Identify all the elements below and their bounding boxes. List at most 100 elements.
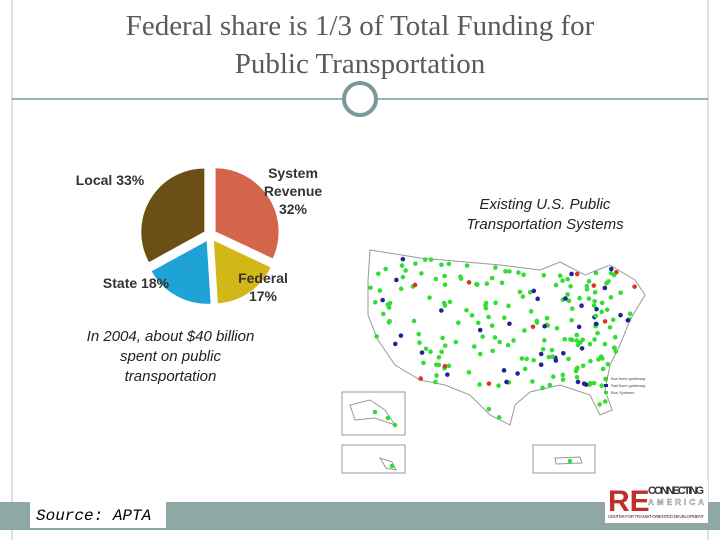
transit-dot <box>575 365 580 371</box>
transit-dot <box>602 285 608 291</box>
pie-label: System Revenue 32% <box>253 164 333 218</box>
transit-dot <box>377 288 383 293</box>
transit-dot <box>505 342 511 348</box>
category: Federal <box>238 270 288 286</box>
transit-dot <box>496 415 502 420</box>
transit-dot <box>593 313 599 319</box>
transit-dot <box>599 383 604 388</box>
value-label: 32% <box>278 201 308 217</box>
transit-dot <box>603 376 608 382</box>
transit-dot <box>530 324 536 330</box>
transit-dot <box>602 399 608 404</box>
transit-dot <box>557 273 563 279</box>
logo-word: CONNECTING <box>648 485 704 497</box>
transit-dot <box>567 458 573 464</box>
transit-dot <box>540 385 545 391</box>
transit-dot <box>421 360 426 366</box>
transit-dot <box>575 379 581 385</box>
transit-dot <box>439 308 444 313</box>
transit-dot <box>493 265 498 270</box>
transit-dot <box>524 356 530 362</box>
transit-dot <box>591 283 597 288</box>
transit-dot <box>534 320 540 325</box>
transit-dot <box>593 321 599 327</box>
transit-dot <box>477 382 482 387</box>
transit-dot <box>478 351 483 357</box>
transit-dot <box>490 348 495 354</box>
transit-dot <box>477 327 483 333</box>
pie-slice <box>212 239 272 305</box>
transit-dot <box>587 341 593 347</box>
transit-dot <box>456 320 461 326</box>
transit-dot <box>423 346 429 352</box>
transit-dot <box>453 339 459 345</box>
value-label: 33% <box>116 172 145 188</box>
transit-dot <box>483 300 489 306</box>
transit-dot <box>592 290 598 295</box>
caption: In 2004, about $40 billion spent on publ… <box>86 328 255 385</box>
transit-dot <box>520 294 526 299</box>
transit-dot <box>385 302 391 307</box>
transit-dot <box>466 370 472 375</box>
transit-dot <box>574 374 580 380</box>
transit-dot <box>569 337 575 343</box>
transit-dot <box>496 383 501 389</box>
transit-dot <box>530 379 535 384</box>
transit-dot <box>368 285 373 291</box>
transit-dot <box>372 299 378 305</box>
transit-dot <box>372 409 378 415</box>
transit-dot <box>535 296 540 302</box>
transit-dot <box>560 372 566 378</box>
transit-dot <box>428 257 434 262</box>
pie-label: Local 33% <box>60 171 160 189</box>
transit-dot <box>574 338 580 343</box>
transit-dot <box>486 406 492 412</box>
title-line: Federal share is 1/3 of Total Funding fo… <box>125 10 595 42</box>
map-title: Existing U.S. Public <box>479 196 611 213</box>
transit-dot <box>597 402 602 407</box>
transit-dot <box>486 314 491 320</box>
legend-key <box>604 391 608 394</box>
transit-dot <box>400 256 406 262</box>
transit-dot <box>594 306 599 312</box>
transit-dot <box>385 415 391 421</box>
transit-dot <box>469 313 475 318</box>
transit-dot <box>400 274 406 280</box>
map: Bus fixed guideway Rail fixed guideway B… <box>341 249 646 474</box>
transit-dot <box>416 331 421 337</box>
transit-dot <box>476 320 481 326</box>
transit-dot <box>516 270 521 275</box>
transit-dot <box>436 362 442 368</box>
transit-dot <box>618 312 623 318</box>
transit-dot <box>439 349 444 355</box>
transit-dot <box>439 262 444 268</box>
transit-dot <box>583 382 589 387</box>
transit-dot <box>584 286 590 292</box>
transit-dot <box>586 296 592 301</box>
source: Source: APTA <box>36 507 151 525</box>
transit-dot <box>392 341 398 347</box>
transit-dot <box>593 270 599 276</box>
title-line: Public Transportation <box>234 48 486 80</box>
transit-dot <box>577 340 583 345</box>
transit-dot <box>380 311 386 317</box>
transit-dot <box>592 337 597 342</box>
transit-dot <box>592 299 597 304</box>
transit-dot <box>497 339 502 345</box>
legend-label: Bus Systems <box>611 390 634 395</box>
transit-dot <box>418 376 424 381</box>
pie-slice <box>140 167 206 264</box>
transit-dot <box>546 354 552 360</box>
pie-label: Federal 17% <box>223 269 303 305</box>
transit-dot <box>577 295 582 301</box>
transit-dot <box>375 271 381 277</box>
transit-dot <box>560 278 565 283</box>
legend-key <box>604 384 608 387</box>
transit-dot <box>492 335 498 340</box>
transit-dot <box>608 295 614 300</box>
transit-dot <box>541 272 547 278</box>
transit-dot <box>561 350 566 356</box>
transit-dot <box>471 344 477 349</box>
transit-dot <box>611 272 617 278</box>
transit-dot <box>540 347 546 352</box>
